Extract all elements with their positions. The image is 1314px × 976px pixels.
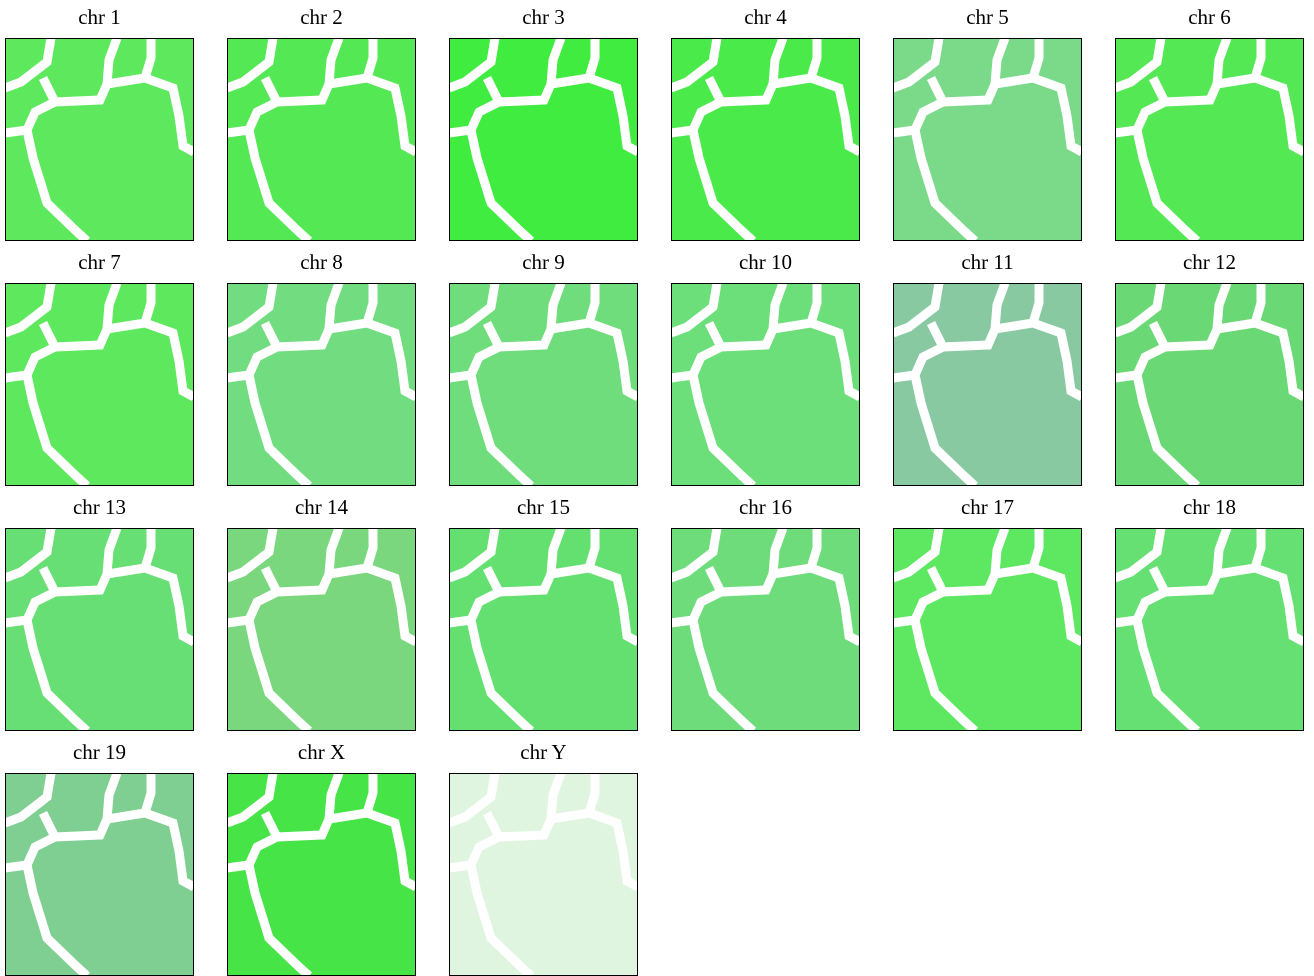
panel-frame — [893, 38, 1082, 241]
panel-frame — [449, 38, 638, 241]
panel-frame — [5, 528, 194, 731]
panel: chr 11 — [893, 250, 1082, 486]
panel: chr 13 — [5, 495, 194, 731]
panel-title: chr 15 — [517, 495, 570, 519]
panel: chr 17 — [893, 495, 1082, 731]
panel-title: chr 17 — [961, 495, 1014, 519]
panel-title: chr 10 — [739, 250, 792, 274]
panel-frame — [893, 528, 1082, 731]
panel: chr 3 — [449, 5, 638, 241]
panel: chr 1 — [5, 5, 194, 241]
panel-frame — [1115, 528, 1304, 731]
panel-title: chr 9 — [522, 250, 565, 274]
panel-frame — [227, 528, 416, 731]
panel-frame — [671, 38, 860, 241]
panel: chr 10 — [671, 250, 860, 486]
panel-frame — [671, 283, 860, 486]
panel: chr 8 — [227, 250, 416, 486]
panel: chr 16 — [671, 495, 860, 731]
panel-title: chr 19 — [73, 740, 126, 764]
panel-frame — [449, 283, 638, 486]
panel-title: chr 12 — [1183, 250, 1236, 274]
panel-title: chr 8 — [300, 250, 343, 274]
panel: chr 4 — [671, 5, 860, 241]
panel-title: chr 4 — [744, 5, 787, 29]
panel-title: chr Y — [520, 740, 566, 764]
panel-frame — [1115, 38, 1304, 241]
panel: chr Y — [449, 740, 638, 976]
panel-frame — [671, 528, 860, 731]
panel-title: chr 3 — [522, 5, 565, 29]
panel: chr 18 — [1115, 495, 1304, 731]
panel-title: chr 5 — [966, 5, 1009, 29]
panel-title: chr 11 — [961, 250, 1013, 274]
panel-frame — [5, 38, 194, 241]
panel-frame — [227, 38, 416, 241]
panel-title: chr 14 — [295, 495, 349, 519]
panel-frame — [893, 283, 1082, 486]
panel: chr 6 — [1115, 5, 1304, 241]
panel-title: chr 13 — [73, 495, 126, 519]
panel-title: chr 16 — [739, 495, 792, 519]
panel-title: chr X — [298, 740, 345, 764]
panel: chr 14 — [227, 495, 416, 731]
panel: chr 19 — [5, 740, 194, 976]
panel: chr 12 — [1115, 250, 1304, 486]
panel: chr 5 — [893, 5, 1082, 241]
panel-frame — [449, 528, 638, 731]
panel-title: chr 1 — [78, 5, 121, 29]
panel-title: chr 6 — [1188, 5, 1231, 29]
panel: chr 15 — [449, 495, 638, 731]
panel-title: chr 18 — [1183, 495, 1236, 519]
panel-frame — [1115, 283, 1304, 486]
panel-frame — [227, 283, 416, 486]
panel-title: chr 2 — [300, 5, 343, 29]
panel-frame — [5, 283, 194, 486]
panel: chr 2 — [227, 5, 416, 241]
panel: chr X — [227, 740, 416, 976]
panel-title: chr 7 — [78, 250, 121, 274]
panel: chr 9 — [449, 250, 638, 486]
panel: chr 7 — [5, 250, 194, 486]
